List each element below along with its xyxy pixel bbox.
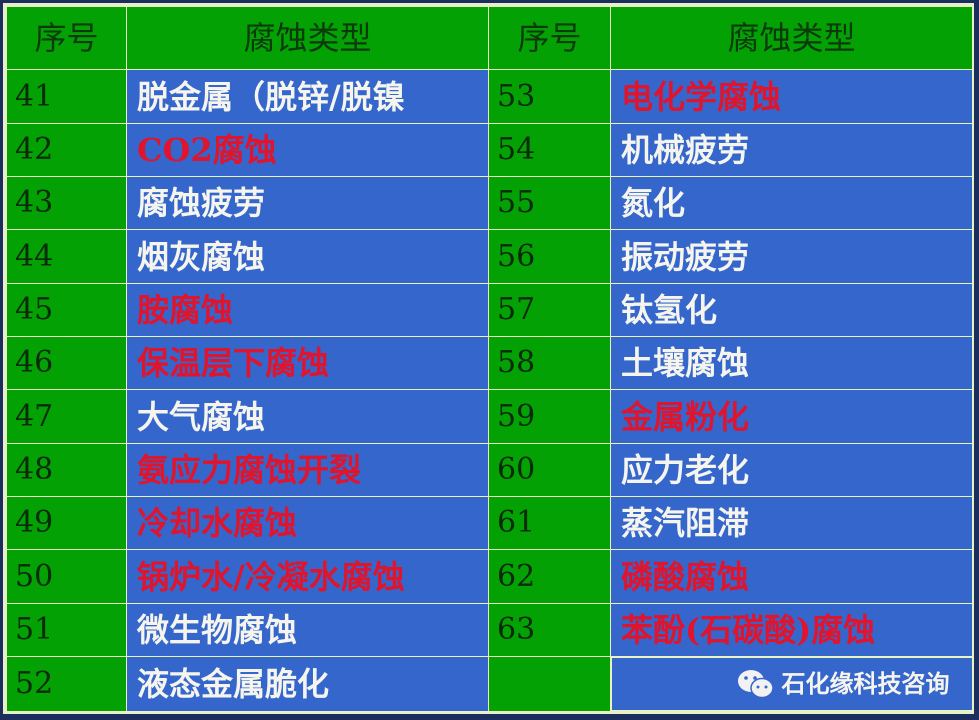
- corrosion-type: 腐蚀疲劳: [126, 176, 489, 231]
- row-number: 57: [488, 282, 611, 338]
- table-row: 43 腐蚀疲劳 55 氮化: [6, 176, 973, 231]
- row-number: 58: [488, 336, 611, 391]
- table-row: 50 锅炉水/冷凝水腐蚀 62 磷酸腐蚀: [6, 549, 973, 604]
- row-number: 42: [6, 122, 127, 178]
- row-number: [488, 656, 611, 712]
- table-row: 49 冷却水腐蚀 61 蒸汽阻滞: [6, 496, 973, 551]
- row-number: 41: [6, 69, 127, 124]
- table-row: 52 液态金属脆化 石化缘科技咨询: [6, 656, 973, 712]
- watermark: 石化缘科技咨询: [611, 657, 973, 711]
- row-number: 55: [488, 176, 611, 231]
- table-row: 47 大气腐蚀 59 金属粉化: [6, 389, 973, 444]
- corrosion-type: 机械疲劳: [610, 122, 973, 178]
- corrosion-type: 氮化: [610, 176, 973, 231]
- header-row: 序号 腐蚀类型 序号 腐蚀类型: [6, 5, 973, 71]
- corrosion-type: CO2腐蚀: [126, 122, 489, 178]
- table-row: 45 胺腐蚀 57 钛氢化: [6, 282, 973, 338]
- row-number: 43: [6, 176, 127, 231]
- header-type-right: 腐蚀类型: [610, 5, 973, 71]
- row-number: 51: [6, 602, 127, 658]
- watermark-text: 石化缘科技咨询: [781, 670, 950, 698]
- corrosion-type: 金属粉化: [610, 389, 973, 444]
- corrosion-type: 胺腐蚀: [126, 282, 489, 338]
- table-row: 48 氨应力腐蚀开裂 60 应力老化: [6, 442, 973, 498]
- row-number: 50: [6, 549, 127, 604]
- corrosion-type: 土壤腐蚀: [610, 336, 973, 391]
- row-number: 54: [488, 122, 611, 178]
- row-number: 47: [6, 389, 127, 444]
- table-row: 42 CO2腐蚀 54 机械疲劳: [6, 122, 973, 178]
- header-num-right: 序号: [488, 5, 611, 71]
- row-number: 59: [488, 389, 611, 444]
- corrosion-type: 苯酚(石碳酸)腐蚀: [610, 602, 973, 658]
- row-number: 52: [6, 656, 127, 712]
- corrosion-type: 磷酸腐蚀: [610, 549, 973, 604]
- row-number: 49: [6, 496, 127, 551]
- wechat-icon: [737, 670, 774, 699]
- table-row: 41 脱金属（脱锌/脱镍 53 电化学腐蚀: [6, 69, 973, 124]
- row-number: 56: [488, 229, 611, 284]
- corrosion-type: 氨应力腐蚀开裂: [126, 442, 489, 498]
- corrosion-type: 大气腐蚀: [126, 389, 489, 444]
- corrosion-type: 应力老化: [610, 442, 973, 498]
- corrosion-types-table: 序号 腐蚀类型 序号 腐蚀类型 41 脱金属（脱锌/脱镍 53 电化学腐蚀 42 CO2腐…: [6, 5, 973, 712]
- table-row: 44 烟灰腐蚀 56 振动疲劳: [6, 229, 973, 284]
- row-number: 48: [6, 442, 127, 498]
- corrosion-type: 蒸汽阻滞: [610, 496, 973, 551]
- corrosion-type: 冷却水腐蚀: [126, 496, 489, 551]
- corrosion-type: 振动疲劳: [610, 229, 973, 284]
- corrosion-type: 锅炉水/冷凝水腐蚀: [126, 549, 489, 604]
- row-number: 62: [488, 549, 611, 604]
- header-num-left: 序号: [6, 5, 127, 71]
- row-number: 45: [6, 282, 127, 338]
- corrosion-type: 保温层下腐蚀: [126, 336, 489, 391]
- table-row: 46 保温层下腐蚀 58 土壤腐蚀: [6, 336, 973, 391]
- corrosion-type: 微生物腐蚀: [126, 602, 489, 658]
- row-number: 46: [6, 336, 127, 391]
- corrosion-type: 液态金属脆化: [126, 656, 489, 712]
- corrosion-type: 电化学腐蚀: [610, 69, 973, 124]
- row-number: 63: [488, 602, 611, 658]
- row-number: 44: [6, 229, 127, 284]
- row-number: 53: [488, 69, 611, 124]
- corrosion-type: 钛氢化: [610, 282, 973, 338]
- table-row: 51 微生物腐蚀 63 苯酚(石碳酸)腐蚀: [6, 602, 973, 658]
- header-type-left: 腐蚀类型: [126, 5, 489, 71]
- corrosion-type: 烟灰腐蚀: [126, 229, 489, 284]
- row-number: 60: [488, 442, 611, 498]
- row-number: 61: [488, 496, 611, 551]
- corrosion-type: 脱金属（脱锌/脱镍: [126, 69, 489, 124]
